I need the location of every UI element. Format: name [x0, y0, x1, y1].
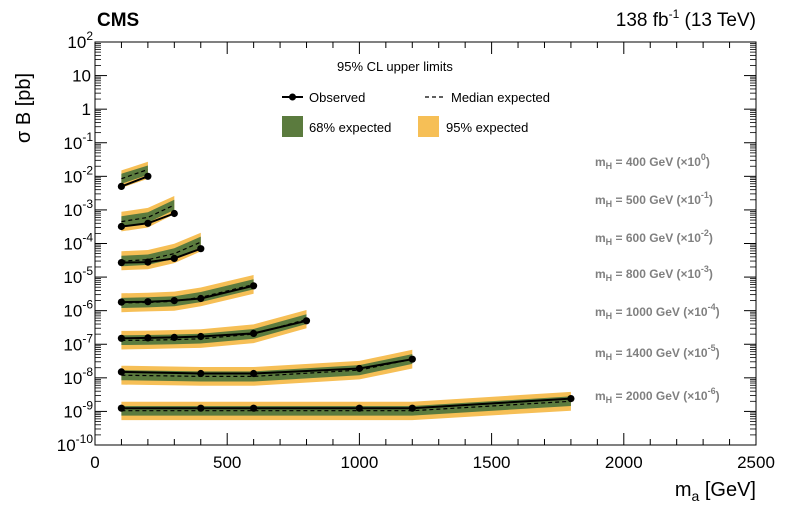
legend-median-label: Median expected — [451, 90, 550, 105]
mass-label-mh-1000gev: mH = 1000 GeV (×10-4) — [595, 302, 720, 321]
x-axis-subscript: a — [692, 488, 700, 504]
observed-point-mh-1400gev-1200 — [408, 355, 416, 363]
y-tick-label--10: 10-10 — [57, 432, 94, 455]
observed-line-mh-600gev — [121, 247, 202, 264]
observed-point-mh-1400gev-1000 — [355, 364, 363, 373]
x-axis-unit: [GeV] — [699, 479, 756, 501]
mass-label-group: mH = 400 GeV (×100) mH = 500 GeV (×10-1) m… — [595, 152, 720, 405]
mass-label-mh-500gev: mH = 500 GeV (×10-1) — [595, 190, 713, 209]
observed-point-mh-800gev-200 — [144, 298, 152, 306]
mass-label-mh-400gev: mH = 400 GeV (×100) — [595, 152, 710, 171]
observed-point-mh-1000gev-600 — [250, 329, 258, 337]
median-mh-500gev — [121, 204, 175, 223]
x-tick-label-500: 500 — [213, 453, 241, 472]
x-tick-label-2000: 2000 — [605, 453, 643, 472]
observed-point-mh-1400gev-400 — [197, 369, 205, 378]
experiment-label: CMS — [97, 10, 139, 31]
observed-point-mh-800gev-300 — [170, 297, 178, 305]
y-tick-label--4: 10-4 — [63, 231, 93, 254]
observed-point-mh-2000gev-1800 — [567, 395, 575, 403]
observed-point-mh-500gev-100 — [117, 222, 125, 231]
observed-point-mh-600gev-300 — [170, 254, 178, 262]
observed-point-mh-2000gev-1200 — [408, 404, 416, 412]
observed-point-mh-600gev-200 — [144, 258, 152, 266]
observed-point-mh-2000gev-100 — [117, 404, 125, 412]
observed-point-mh-1400gev-600 — [250, 369, 258, 378]
band68-mh-600gev — [121, 236, 201, 267]
band68-mh-1400gev — [121, 354, 413, 382]
x-axis-var: m — [675, 479, 692, 501]
y-tick-label-1: 10 — [72, 67, 91, 86]
observed-point-mh-1000gev-100 — [117, 334, 125, 342]
y-tick-label--9: 10-9 — [63, 398, 93, 421]
mass-label-mh-600gev: mH = 600 GeV (×10-2) — [595, 228, 713, 247]
y-tick-label--3: 10-3 — [63, 197, 93, 220]
x-tick-label-2500: 2500 — [737, 453, 775, 472]
y-tick-label--6: 10-6 — [63, 298, 93, 321]
median-mh-400gev — [121, 168, 149, 180]
y-tick-label--5: 10-5 — [63, 264, 93, 287]
legend-title: 95% CL upper limits — [337, 59, 453, 74]
observed-point-mh-1000gev-400 — [197, 332, 205, 341]
legend: 95% CL upper limits Observed Median expe… — [282, 59, 550, 137]
y-tick-label--1: 10-1 — [63, 130, 93, 153]
legend-observed-marker — [289, 93, 296, 101]
observed-point-mh-1400gev-100 — [117, 368, 125, 376]
observed-line-mh-1000gev — [121, 319, 307, 340]
observed-point-mh-800gev-600 — [250, 282, 258, 290]
observed-group — [117, 172, 575, 412]
x-axis-title: ma [GeV] — [675, 479, 756, 504]
band68-mh-400gev — [121, 165, 148, 184]
lumi-energy: (13 TeV) — [679, 10, 756, 31]
mass-label-mh-800gev: mH = 800 GeV (×10-3) — [595, 264, 713, 283]
mass-label-mh-1400gev: mH = 1400 GeV (×10-5) — [595, 343, 720, 362]
y-tick-label--8: 10-8 — [63, 365, 93, 388]
legend-band68-label: 68% expected — [309, 120, 391, 135]
y-tick-label-2: 102 — [67, 29, 93, 52]
observed-point-mh-800gev-400 — [197, 294, 205, 303]
lumi-value: 138 fb — [616, 10, 669, 31]
observed-point-mh-500gev-300 — [170, 209, 178, 218]
axes-group: 0 500 1000 1500 2000 2500 10-10 10-9 10-8 10-7 10-… — [57, 29, 775, 472]
x-tick-label-1500: 1500 — [473, 453, 511, 472]
observed-point-mh-2000gev-1000 — [355, 404, 363, 412]
observed-point-mh-2000gev-600 — [250, 404, 258, 412]
legend-band95-label: 95% expected — [446, 120, 528, 135]
x-tick-label-1000: 1000 — [340, 453, 378, 472]
observed-point-mh-500gev-200 — [144, 219, 152, 227]
observed-point-mh-1000gev-800 — [302, 317, 311, 325]
lumi-exponent: -1 — [669, 7, 680, 21]
y-tick-label--2: 10-2 — [63, 163, 93, 186]
observed-point-mh-600gev-100 — [117, 259, 125, 267]
median-mh-2000gev — [121, 400, 571, 412]
observed-line-mh-2000gev — [121, 397, 571, 410]
y-tick-label--7: 10-7 — [63, 331, 93, 354]
legend-band68-swatch — [282, 116, 303, 137]
observed-point-mh-2000gev-400 — [197, 404, 205, 412]
observed-point-mh-400gev-100 — [117, 182, 125, 190]
y-tick-label-0: 1 — [82, 100, 91, 119]
median-mh-1400gev — [121, 358, 413, 377]
y-axis-title: σ B [pb] — [13, 73, 35, 143]
band68-mh-500gev — [121, 199, 175, 227]
legend-band95-swatch — [418, 116, 439, 137]
legend-observed-label: Observed — [309, 90, 365, 105]
observed-point-mh-600gev-400 — [197, 245, 205, 253]
lumi-label: 138 fb-1 (13 TeV) — [616, 7, 756, 31]
mass-label-mh-2000gev: mH = 2000 GeV (×10-6) — [595, 386, 720, 405]
observed-point-mh-400gev-200 — [144, 172, 152, 180]
observed-line-mh-400gev — [121, 175, 149, 188]
x-tick-label-0: 0 — [90, 453, 99, 472]
observed-point-mh-1000gev-300 — [170, 333, 178, 341]
observed-point-mh-1000gev-200 — [144, 334, 152, 342]
observed-point-mh-800gev-100 — [117, 298, 125, 306]
